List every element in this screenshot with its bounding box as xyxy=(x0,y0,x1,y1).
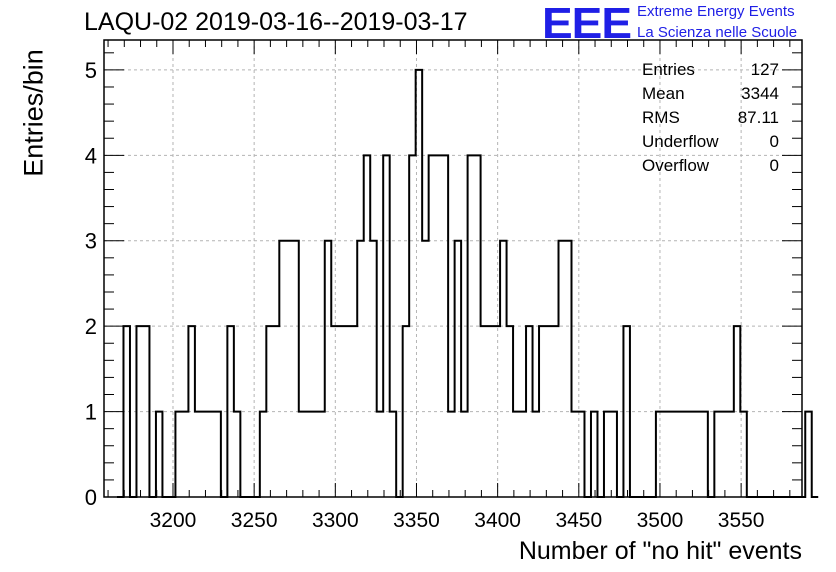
histogram-bin xyxy=(513,412,519,497)
histogram-bin xyxy=(520,412,526,497)
histogram-bin xyxy=(422,241,428,497)
y-tick-label: 2 xyxy=(85,314,97,339)
logo-line-2: La Scienza nelle Scuole xyxy=(637,24,798,41)
histogram-bin xyxy=(727,412,733,497)
histogram-bin xyxy=(721,412,727,497)
plot-frame xyxy=(103,39,803,498)
y-tick-label: 1 xyxy=(85,400,97,425)
stat-label: RMS xyxy=(642,108,680,127)
histogram-bin xyxy=(182,412,188,497)
stat-label: Overflow xyxy=(642,156,710,175)
stat-label: Mean xyxy=(642,84,685,103)
y-tick-label: 0 xyxy=(85,485,97,510)
stat-value: 127 xyxy=(750,60,779,79)
histogram-bin xyxy=(286,241,292,497)
histogram-bin xyxy=(448,412,454,497)
stat-label: Entries xyxy=(642,60,695,79)
histogram-bin xyxy=(305,412,311,497)
histogram-bin xyxy=(377,412,383,497)
histogram-bin xyxy=(208,412,214,497)
histogram-outline xyxy=(116,68,819,498)
stat-value: 0 xyxy=(769,132,779,151)
stat-label: Underflow xyxy=(642,132,719,151)
logo-line-1: Extreme Energy Events xyxy=(637,3,795,20)
y-axis-label: Entries/bin xyxy=(18,49,49,177)
histogram-bin xyxy=(533,412,539,497)
stat-row-overflow: Overflow 0 xyxy=(642,155,779,179)
histogram-bin xyxy=(675,412,681,497)
histogram-bin xyxy=(299,412,305,497)
eee-logo: EEE xyxy=(542,0,632,48)
stat-row-entries: Entries 127 xyxy=(642,59,779,83)
x-tick-label: 3300 xyxy=(312,509,359,532)
histogram-bin xyxy=(318,412,324,497)
stat-row-rms: RMS 87.11 xyxy=(642,107,779,131)
stat-value: 87.11 xyxy=(737,108,779,127)
histogram-bin xyxy=(682,412,688,497)
stat-row-underflow: Underflow 0 xyxy=(642,131,779,155)
histogram-bin xyxy=(662,412,668,497)
y-tick-label: 5 xyxy=(85,58,97,83)
histogram-bin xyxy=(695,412,701,497)
x-tick-label: 3500 xyxy=(637,509,684,532)
histogram-bin xyxy=(461,412,467,497)
y-tick-label: 3 xyxy=(85,229,97,254)
axes: 3200 3250 3300 3350 3400 3450 3500 3550 0 1 2 3 4 5 xyxy=(85,39,803,532)
histogram-bin xyxy=(688,412,694,497)
histogram-bars xyxy=(116,68,819,498)
chart-title: LAQU-02 2019-03-16--2019-03-17 xyxy=(84,8,468,36)
stat-row-mean: Mean 3344 xyxy=(642,83,779,107)
histogram-bin xyxy=(571,412,577,497)
stat-value: 0 xyxy=(769,156,779,175)
x-tick-label: 3450 xyxy=(555,509,602,532)
histogram-bin xyxy=(669,412,675,497)
x-tick-label: 3350 xyxy=(393,509,440,532)
x-tick-label: 3550 xyxy=(718,509,765,532)
stat-value: 3344 xyxy=(741,84,779,103)
x-tick-label: 3200 xyxy=(150,509,197,532)
histogram-bin xyxy=(195,412,201,497)
stats-box: Entries 127 Mean 3344 RMS 87.11 Underflo… xyxy=(642,59,779,179)
y-tick-label: 4 xyxy=(85,143,97,168)
x-tick-label: 3400 xyxy=(474,509,521,532)
x-axis-label: Number of "no hit" events xyxy=(518,537,802,565)
histogram-bin xyxy=(312,412,318,497)
x-tick-label: 3250 xyxy=(231,509,278,532)
histogram-bin xyxy=(201,412,207,497)
